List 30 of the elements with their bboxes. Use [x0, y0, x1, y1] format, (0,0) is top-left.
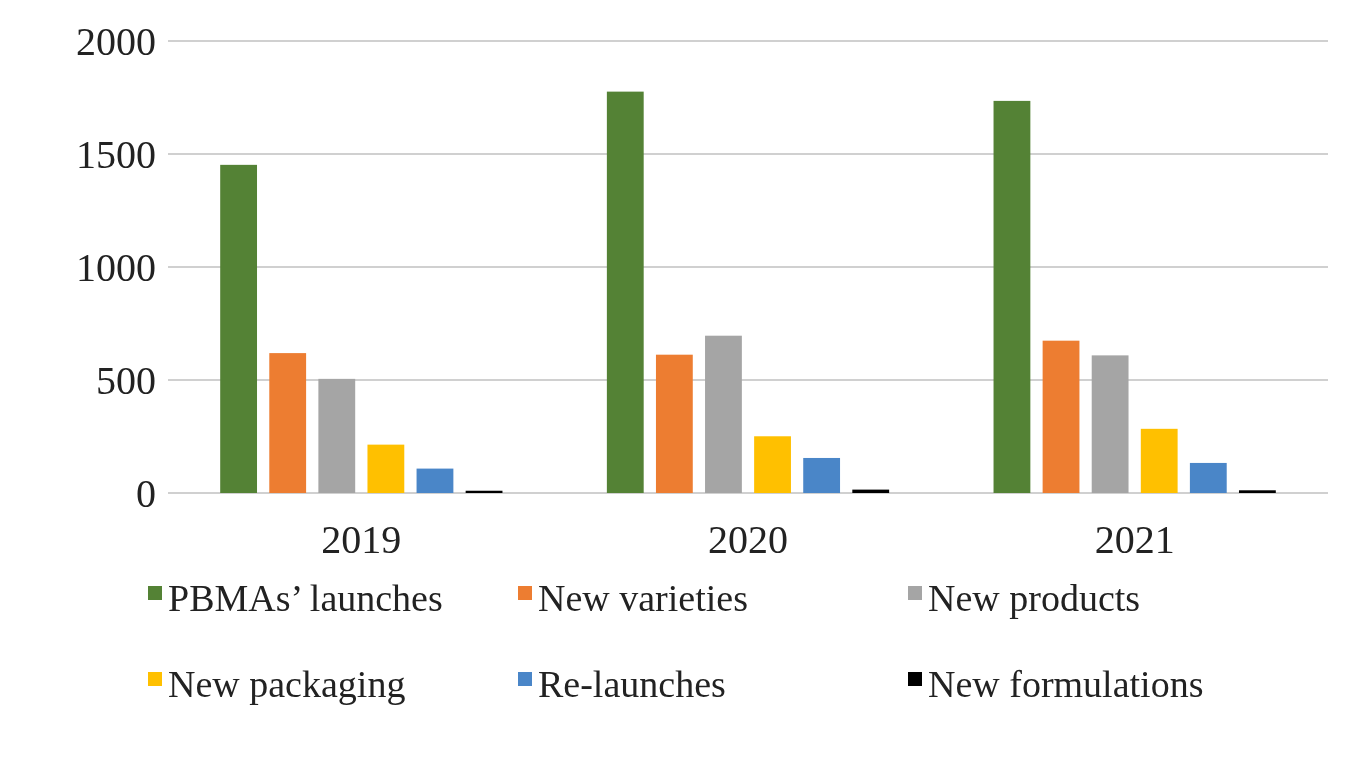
- x-tick-label: 2019: [321, 517, 402, 562]
- legend-label: New varieties: [538, 577, 748, 620]
- bar: [220, 164, 258, 493]
- legend-label: Re-launches: [538, 663, 726, 706]
- bar: [655, 354, 693, 493]
- bar: [606, 91, 644, 493]
- bar: [705, 335, 742, 493]
- bar: [1238, 490, 1276, 493]
- bar: [416, 468, 454, 493]
- y-tick-label: 0: [136, 471, 156, 516]
- bar: [1091, 355, 1129, 493]
- x-tick-label: 2020: [708, 517, 788, 562]
- bar: [1042, 340, 1080, 493]
- bar: [754, 436, 791, 493]
- legend-label: New formulations: [928, 663, 1204, 706]
- bar: [993, 100, 1031, 493]
- bar: [803, 457, 841, 493]
- bar: [318, 378, 356, 493]
- bar: [269, 353, 307, 493]
- x-tick-label: 2021: [1094, 517, 1175, 562]
- legend-label: PBMAs’ launches: [168, 577, 443, 620]
- y-tick-label: 500: [96, 358, 156, 403]
- y-tick-label: 1500: [76, 132, 156, 177]
- legend-label: New products: [928, 577, 1141, 620]
- bar: [1189, 462, 1227, 493]
- y-tick-label: 2000: [76, 19, 156, 64]
- bar: [367, 444, 405, 493]
- legend-label: New packaging: [168, 663, 406, 706]
- bar: [1140, 428, 1178, 493]
- y-tick-label: 1000: [76, 245, 156, 290]
